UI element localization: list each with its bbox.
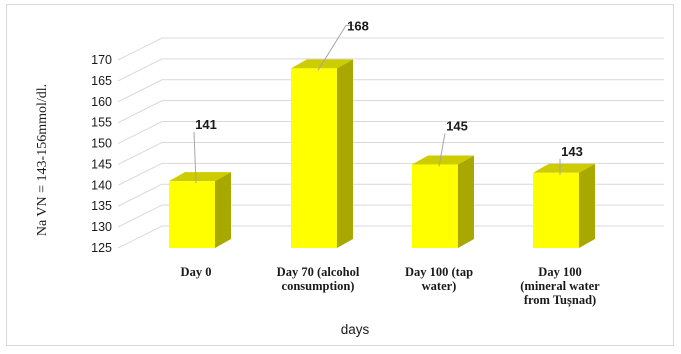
y-tick-label: 130 — [91, 220, 112, 234]
y-axis-label: Na VN = 143-156mmol/dl. — [35, 84, 50, 236]
gridline — [117, 183, 664, 207]
y-axis-ticks: 125 130 135 140 145 150 155 160 165 170 — [91, 53, 112, 255]
leader-line — [438, 133, 446, 167]
data-label: 143 — [561, 144, 583, 159]
category-label: Day 100 (mineral water from Tușnad) — [520, 265, 600, 308]
bar-side — [458, 155, 474, 248]
gridline — [117, 121, 664, 145]
gridline — [117, 79, 664, 103]
data-label: 145 — [446, 118, 468, 133]
y-tick-label: 150 — [91, 137, 112, 151]
gridline — [117, 58, 664, 82]
bar-side — [215, 172, 231, 248]
gridline — [117, 162, 664, 186]
bar-side — [579, 163, 595, 248]
gridline — [117, 225, 664, 249]
gridline — [117, 204, 664, 228]
y-tick-label: 135 — [91, 199, 112, 213]
bar-front — [169, 181, 215, 248]
y-tick-label: 165 — [91, 74, 112, 88]
data-label: 141 — [195, 117, 217, 132]
category-labels: Day 0 Day 70 (alcohol consumption) Day 100 … — [181, 265, 601, 308]
data-label: 168 — [347, 18, 369, 33]
bar — [412, 155, 474, 248]
y-tick-label: 155 — [91, 116, 112, 130]
bars — [169, 59, 595, 248]
y-tick-label: 170 — [91, 53, 112, 67]
bar — [291, 59, 353, 248]
gridlines — [117, 37, 664, 249]
data-labels: 141 168 145 143 — [193, 18, 583, 184]
bar-side — [337, 59, 353, 248]
bar — [533, 163, 595, 248]
category-label: Day 0 — [181, 265, 212, 279]
category-label: Day 70 (alcohol consumption) — [277, 265, 360, 293]
bar — [169, 172, 231, 248]
y-tick-label: 125 — [91, 241, 112, 255]
bar-front — [533, 172, 579, 248]
y-tick-label: 145 — [91, 157, 112, 171]
bar-top — [533, 163, 595, 173]
y-tick-label: 160 — [91, 95, 112, 109]
y-tick-label: 140 — [91, 178, 112, 192]
gridline — [117, 100, 664, 124]
gridline — [117, 37, 664, 61]
bar-top — [169, 172, 231, 182]
x-axis-label: days — [341, 322, 370, 337]
gridline — [117, 141, 664, 165]
leader-line — [193, 132, 197, 184]
category-label: Day 100 (tap water) — [405, 265, 473, 293]
bar-front — [412, 164, 458, 248]
bar-top — [412, 155, 474, 165]
leader-line — [317, 24, 354, 71]
bar-front — [291, 68, 337, 248]
